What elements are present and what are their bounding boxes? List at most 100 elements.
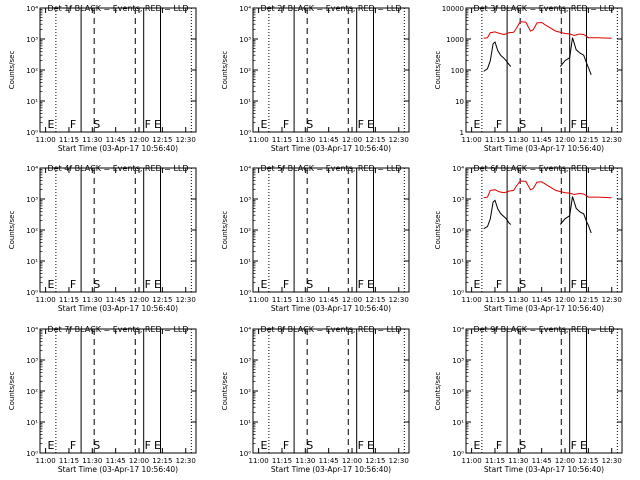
event-marker: F	[70, 118, 76, 131]
x-tick-label: 11:00	[249, 457, 269, 465]
plot-frame	[39, 7, 197, 133]
y-axis-label: Counts/sec	[221, 51, 229, 90]
panel-title: Det 3f BLACK = Events, RED = LLD	[473, 4, 614, 13]
x-tick-label: 12:15	[578, 296, 598, 304]
x-tick-label: 11:45	[532, 457, 552, 465]
x-tick-label: 11:15	[485, 457, 505, 465]
x-tick-label: 12:30	[389, 136, 409, 144]
y-tick-label: 10²	[452, 388, 464, 396]
panel-title: Det 6f BLACK = Events, RED = LLD	[473, 164, 614, 173]
y-axis-label: Counts/sec	[221, 372, 229, 411]
x-tick-label: 12:30	[176, 136, 196, 144]
event-marker: F	[283, 439, 289, 452]
x-tick-label: 12:30	[602, 136, 622, 144]
lld-series-line	[483, 21, 612, 39]
event-marker: S	[93, 118, 100, 131]
y-tick-label: 10³	[26, 357, 38, 365]
x-tick-label: 12:30	[389, 457, 409, 465]
event-marker: E	[580, 278, 587, 291]
event-marker: S	[93, 278, 100, 291]
events-series-line	[483, 41, 512, 72]
y-tick-label: 10⁴	[26, 5, 38, 13]
panel-title: Det 7f BLACK = Events, RED = LLD	[47, 325, 188, 334]
x-tick-label: 11:00	[462, 136, 482, 144]
panel-title: Det 9f BLACK = Events, RED = LLD	[473, 325, 614, 334]
x-axis-label: Start Time (03-Apr-17 10:56:40)	[58, 304, 178, 313]
x-tick-label: 11:30	[82, 296, 102, 304]
x-tick-label: 12:00	[129, 296, 149, 304]
event-marker: E	[154, 118, 161, 131]
event-marker: E	[260, 278, 267, 291]
panel-6: Det 6f BLACK = Events, RED = LLD 10⁰ 10¹ 10…	[434, 164, 623, 313]
y-tick-label: 10	[455, 98, 464, 106]
x-tick-label: 11:15	[59, 136, 79, 144]
y-tick-label: 10³	[452, 357, 464, 365]
event-marker: E	[154, 439, 161, 452]
y-axis-label: Counts/sec	[434, 51, 442, 90]
plot-frame	[252, 167, 410, 293]
y-tick-label: 10000	[442, 5, 464, 13]
x-axis-label: Start Time (03-Apr-17 10:56:40)	[271, 144, 391, 153]
x-tick-label: 11:00	[462, 457, 482, 465]
event-marker: F	[70, 439, 76, 452]
y-tick-label: 10¹	[239, 98, 251, 106]
event-marker: E	[260, 118, 267, 131]
y-tick-label: 10³	[239, 36, 251, 44]
event-marker: F	[283, 278, 289, 291]
y-tick-label: 10³	[452, 196, 464, 204]
event-marker: F	[70, 278, 76, 291]
event-marker: F	[358, 278, 364, 291]
x-axis-label: Start Time (03-Apr-17 10:56:40)	[58, 144, 178, 153]
x-tick-label: 12:00	[129, 136, 149, 144]
event-marker: F	[145, 278, 151, 291]
y-tick-label: 10³	[239, 196, 251, 204]
x-tick-label: 12:15	[152, 296, 172, 304]
y-tick-label: 10⁴	[26, 165, 38, 173]
event-marker: E	[580, 118, 587, 131]
x-tick-label: 11:15	[485, 296, 505, 304]
event-marker: E	[154, 278, 161, 291]
y-tick-label: 10⁴	[452, 326, 464, 334]
x-axis-label: Start Time (03-Apr-17 10:56:40)	[484, 144, 604, 153]
event-marker: E	[260, 439, 267, 452]
x-tick-label: 11:30	[508, 457, 528, 465]
x-tick-label: 12:15	[578, 136, 598, 144]
plot-frame	[39, 328, 197, 454]
y-tick-label: 10⁴	[239, 326, 251, 334]
panel-title: Det 4f BLACK = Events, RED = LLD	[47, 164, 188, 173]
panel-9: Det 9f BLACK = Events, RED = LLD 10⁰ 10¹ 10…	[434, 325, 623, 474]
x-tick-label: 11:45	[106, 457, 126, 465]
panel-title: Det 8f BLACK = Events, RED = LLD	[260, 325, 401, 334]
plot-frame	[465, 328, 623, 454]
panel-2: Det 2f BLACK = Events, RED = LLD 10⁰ 10¹ 10…	[221, 4, 410, 153]
x-tick-label: 12:15	[365, 296, 385, 304]
panel-1: Det 1f BLACK = Events, RED = LLD 10⁰ 10¹ 10…	[8, 4, 197, 153]
plot-frame	[252, 7, 410, 133]
event-marker: F	[358, 439, 364, 452]
y-tick-label: 10¹	[239, 258, 251, 266]
x-axis-label: Start Time (03-Apr-17 10:56:40)	[58, 465, 178, 474]
x-tick-label: 12:00	[555, 296, 575, 304]
y-tick-label: 10⁰	[452, 450, 464, 458]
x-tick-label: 11:00	[36, 136, 56, 144]
event-marker: E	[473, 118, 480, 131]
y-tick-label: 10⁴	[239, 165, 251, 173]
y-tick-label: 10⁴	[239, 5, 251, 13]
x-tick-label: 12:15	[152, 136, 172, 144]
y-tick-label: 10²	[26, 67, 38, 75]
y-axis-label: Counts/sec	[8, 51, 16, 90]
event-marker: S	[93, 439, 100, 452]
y-tick-label: 10²	[239, 67, 251, 75]
y-tick-label: 10⁰	[26, 129, 38, 137]
event-marker: F	[571, 278, 577, 291]
event-marker: E	[367, 278, 374, 291]
y-tick-label: 10¹	[452, 258, 464, 266]
x-tick-label: 11:45	[319, 457, 339, 465]
x-tick-label: 12:15	[578, 457, 598, 465]
panel-5: Det 5f BLACK = Events, RED = LLD 10⁰ 10¹ 10…	[221, 164, 410, 313]
panel-title: Det 5f BLACK = Events, RED = LLD	[260, 164, 401, 173]
plot-frame	[465, 167, 623, 293]
y-tick-label: 10⁴	[452, 165, 464, 173]
x-tick-label: 12:00	[342, 457, 362, 465]
x-tick-label: 11:45	[106, 136, 126, 144]
